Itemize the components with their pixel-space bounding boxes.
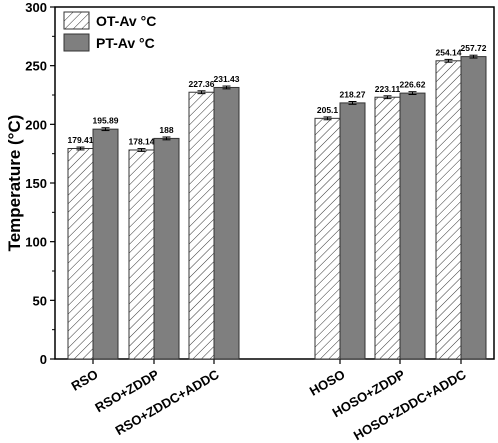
bar: [188, 91, 215, 360]
data-label: 231.43: [214, 74, 240, 84]
data-label: 227.36: [189, 79, 215, 89]
data-label: 178.14: [129, 137, 155, 147]
data-label: 205.1: [317, 105, 339, 115]
bar: [67, 147, 94, 360]
bar: [435, 60, 462, 360]
x-category-label: HOSO: [307, 367, 348, 399]
data-label: 195.89: [93, 116, 119, 126]
y-tick-label: 250: [25, 59, 47, 74]
bar: [399, 92, 426, 360]
bar: [92, 128, 119, 360]
y-tick-label: 50: [33, 293, 47, 308]
plot-area: 0 50 100 150 200 250 300 179.41 195.89 RSO 178.14 1…: [25, 0, 495, 443]
data-label: 226.62: [400, 80, 426, 90]
data-label: 188: [159, 125, 173, 135]
x-category-label: RSO: [69, 367, 101, 394]
data-label: 218.27: [340, 89, 366, 99]
y-tick-label: 0: [40, 352, 47, 367]
bar: [128, 149, 155, 360]
bar: [314, 117, 341, 360]
y-tick-label: 200: [25, 117, 47, 132]
x-category-label: HOSO+ZDDC+ADDC: [351, 366, 469, 443]
data-label: 254.14: [436, 47, 462, 57]
bar: [213, 86, 240, 360]
bar: [339, 102, 366, 360]
y-axis-title: Temperature (°C): [5, 115, 24, 252]
legend-label: PT-Av °C: [96, 35, 155, 51]
plot-frame: [54, 6, 495, 360]
y-tick-label: 150: [25, 176, 47, 191]
y-tick-label: 300: [25, 0, 47, 15]
bar: [460, 56, 487, 360]
bar: [374, 96, 401, 360]
legend-label: OT-Av °C: [96, 13, 156, 29]
legend: OT-Av °C PT-Av °C: [63, 11, 156, 52]
y-tick-label: 100: [25, 235, 47, 250]
data-label: 179.41: [68, 135, 94, 145]
data-label: 223.11: [375, 84, 401, 94]
legend-swatch: [63, 11, 90, 30]
legend-swatch: [63, 33, 90, 52]
bar: [153, 137, 180, 360]
x-category-label: RSO+ZDDC+ADDC: [113, 366, 222, 438]
data-label: 257.72: [461, 43, 487, 53]
